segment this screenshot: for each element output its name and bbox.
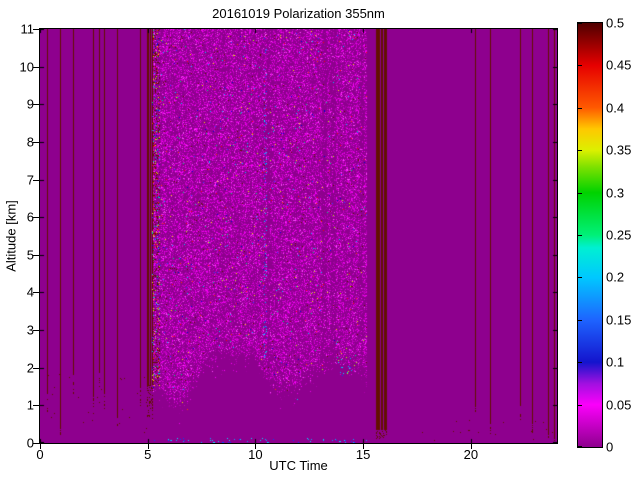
colorbar-tick-label: 0.1 bbox=[606, 354, 625, 370]
y-tick-mark bbox=[33, 367, 39, 369]
colorbar-tick-label: 0.4 bbox=[606, 100, 625, 116]
colorbar-tick-mark bbox=[578, 362, 582, 363]
y-tick-label: 1 bbox=[26, 397, 34, 413]
y-tick-label: 7 bbox=[26, 172, 34, 188]
x-tick-label: 0 bbox=[36, 447, 44, 462]
y-tick-label: 11 bbox=[20, 21, 35, 37]
y-tick-label: 8 bbox=[26, 134, 34, 150]
y-tick-label: 9 bbox=[26, 96, 34, 112]
colorbar-tick-label: 0.05 bbox=[606, 397, 632, 413]
colorbar-tick-mark bbox=[578, 23, 582, 24]
colorbar-tick-label: 0 bbox=[606, 439, 614, 455]
y-tick-label: 10 bbox=[19, 59, 34, 75]
x-tick-mark bbox=[470, 444, 472, 449]
x-tick-label: 20 bbox=[463, 447, 479, 462]
y-tick-mark bbox=[33, 104, 39, 106]
colorbar-tick-mark bbox=[578, 150, 582, 151]
y-tick-mark bbox=[33, 217, 39, 219]
x-tick-mark bbox=[147, 444, 149, 449]
y-tick-label: 5 bbox=[26, 247, 34, 263]
colorbar-tick-mark bbox=[578, 405, 582, 406]
y-tick-label: 2 bbox=[26, 360, 34, 376]
colorbar-tick-mark bbox=[578, 235, 582, 236]
x-tick-label: 10 bbox=[248, 447, 263, 462]
y-tick-mark bbox=[33, 141, 39, 143]
colorbar-tick-label: 0.45 bbox=[606, 57, 632, 73]
colorbar-tick-label: 0.2 bbox=[606, 269, 625, 285]
colorbar-tick-mark bbox=[578, 108, 582, 109]
colorbar-tick-label: 0.15 bbox=[606, 312, 632, 328]
y-tick-mark bbox=[33, 330, 39, 332]
x-tick-label: 5 bbox=[144, 447, 152, 462]
y-tick-label: 0 bbox=[26, 435, 34, 451]
y-tick-mark bbox=[33, 179, 39, 181]
heatmap-canvas bbox=[40, 29, 557, 443]
colorbar-tick-label: 0.25 bbox=[606, 227, 632, 243]
y-tick-mark bbox=[33, 443, 39, 444]
colorbar-gradient bbox=[578, 23, 602, 447]
y-tick-mark bbox=[33, 66, 39, 68]
x-tick-label: 15 bbox=[355, 447, 371, 462]
x-tick-mark bbox=[255, 444, 257, 449]
colorbar-tick-label: 0.35 bbox=[606, 142, 632, 158]
colorbar-tick-mark bbox=[578, 193, 582, 194]
y-tick-label: 6 bbox=[26, 209, 34, 225]
colorbar-tick-mark bbox=[578, 277, 582, 278]
x-tick-mark bbox=[40, 444, 41, 449]
y-tick-mark bbox=[33, 254, 39, 256]
colorbar-tick-mark bbox=[578, 65, 582, 66]
colorbar-tick-label: 0.5 bbox=[606, 15, 625, 31]
y-tick-mark bbox=[33, 292, 39, 294]
colorbar bbox=[577, 22, 603, 448]
chart-title: 20161019 Polarization 355nm bbox=[212, 6, 385, 21]
y-tick-label: 4 bbox=[26, 284, 34, 300]
y-tick-label: 3 bbox=[26, 322, 34, 338]
y-tick-mark bbox=[33, 405, 39, 407]
colorbar-tick-mark bbox=[578, 446, 582, 447]
colorbar-tick-label: 0.3 bbox=[606, 185, 625, 201]
plot-frame bbox=[39, 28, 558, 444]
y-tick-mark bbox=[33, 29, 39, 30]
x-tick-mark bbox=[363, 444, 365, 449]
colorbar-tick-mark bbox=[578, 320, 582, 321]
x-axis-label: UTC Time bbox=[269, 458, 328, 473]
